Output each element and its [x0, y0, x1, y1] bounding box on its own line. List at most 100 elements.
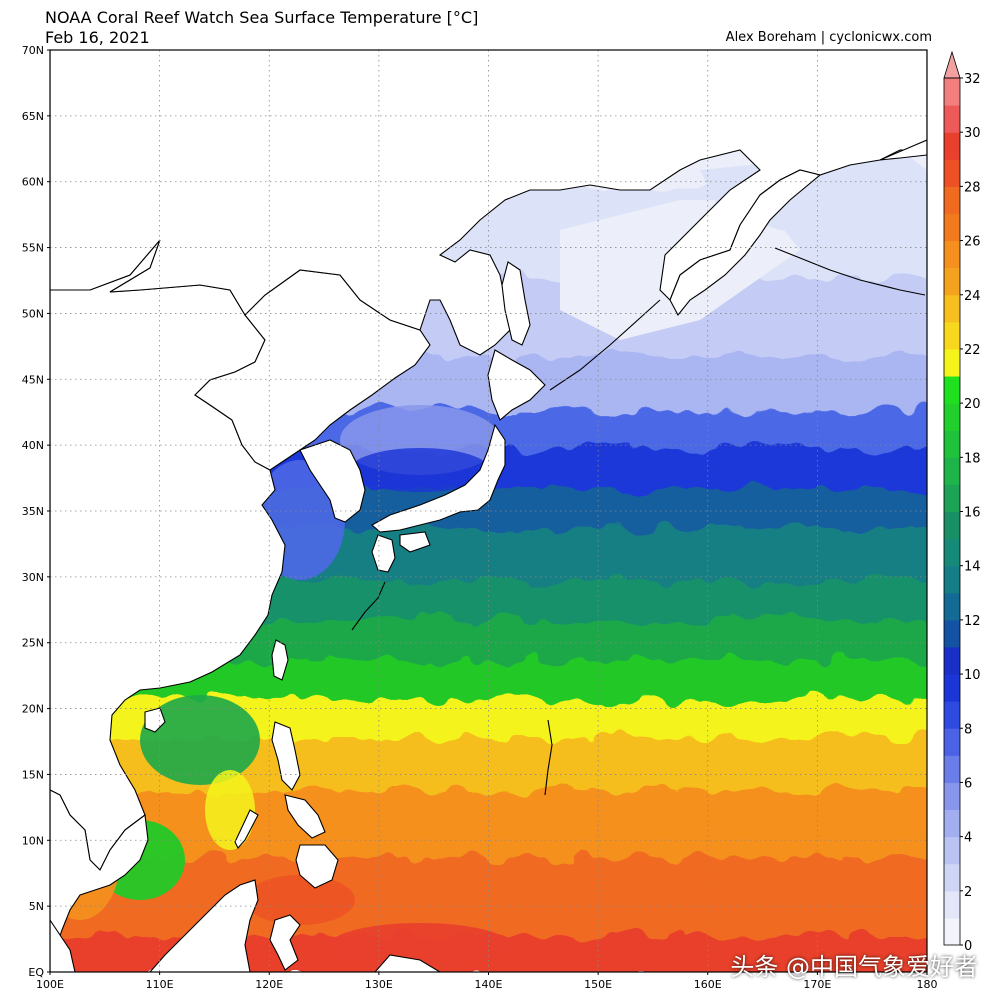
colorbar-segment	[944, 186, 960, 214]
lat-tick-label: 40N	[22, 439, 44, 452]
latitude-labels: 70N 65N 60N 55N 50N 45N 40N 35N 30N 25N 20N 15N 10N 5…	[22, 44, 50, 979]
korea	[299, 439, 366, 523]
kuril-islands	[549, 299, 661, 391]
colorbar-segment	[944, 159, 960, 187]
colorbar-segment	[944, 511, 960, 540]
ryukyu-islands	[351, 581, 386, 631]
colorbar-segment	[944, 701, 960, 729]
lon-tick-label: 120E	[255, 978, 283, 991]
colorbar-segment	[944, 403, 960, 431]
colorbar-segment	[944, 836, 960, 865]
lat-tick-label: 70N	[22, 44, 44, 57]
colorbar-segment	[944, 267, 960, 296]
colorbar-tick-label: 30	[964, 126, 981, 141]
colorbar-segment	[944, 755, 960, 783]
lat-tick-label: 35N	[22, 505, 44, 518]
lat-tick-label: 30N	[22, 571, 44, 584]
lon-tick-label: 150E	[584, 978, 612, 991]
colorbar-segment	[944, 132, 960, 160]
sst-band	[50, 849, 927, 937]
colorbar-segment	[944, 484, 960, 512]
lat-tick-label: 60N	[22, 176, 44, 189]
lon-tick-label: 140E	[475, 978, 503, 991]
colorbar-extend-arrow	[943, 50, 961, 79]
sakhalin	[501, 261, 531, 346]
colorbar-segment	[944, 538, 960, 567]
malay-peninsula	[50, 919, 76, 972]
colorbar-tick-label: 0	[964, 939, 972, 954]
colorbar-segment	[944, 457, 960, 485]
colorbar-tick-label: 28	[964, 180, 981, 195]
colorbar-tick-label: 26	[964, 235, 981, 250]
colorbar-tick-label: 22	[964, 343, 981, 358]
kamchatka	[669, 169, 822, 316]
lon-tick-label: 170E	[803, 978, 831, 991]
honshu	[371, 423, 506, 533]
lat-tick-label: 5N	[29, 900, 44, 913]
colorbar-tick-label: 32	[964, 72, 981, 87]
colorbar-segment	[944, 294, 960, 323]
colorbar-segment	[944, 430, 960, 458]
colorbar-segment	[944, 105, 960, 133]
alaska	[879, 139, 927, 161]
south-china-sea-patch	[205, 770, 255, 850]
lon-tick-label: 130E	[365, 978, 393, 991]
watermark: 头条 @中国气象爱好者	[730, 953, 978, 981]
lat-tick-label: 10N	[22, 834, 44, 847]
colorbar-segment	[944, 619, 960, 648]
shikoku	[399, 531, 431, 553]
mariana-islands	[544, 719, 553, 796]
lat-tick-label: 65N	[22, 110, 44, 123]
lon-tick-label: 180	[917, 978, 938, 991]
luzon	[271, 721, 301, 791]
colorbar-segment	[944, 376, 960, 404]
sulawesi	[269, 914, 301, 971]
colorbar-tick-label: 16	[964, 506, 981, 521]
colorbar-tick-label: 6	[964, 776, 972, 791]
kyushu	[371, 534, 396, 573]
hokkaido	[487, 349, 546, 421]
colorbar-tick-label: 4	[964, 831, 972, 846]
colorbar-segment	[944, 348, 960, 377]
lat-tick-label: 15N	[22, 768, 44, 781]
lon-tick-label: 100E	[36, 978, 64, 991]
lat-tick-label: 55N	[22, 242, 44, 255]
lat-tick-label: 50N	[22, 307, 44, 320]
colorbar-segment	[944, 213, 960, 242]
lon-tick-label: 160E	[694, 978, 722, 991]
mindanao	[295, 844, 339, 889]
indochina	[50, 789, 149, 956]
longitude-labels: 100E 110E 120E 130E 140E 150E 160E 170E 180	[36, 972, 938, 991]
colorbar-segment	[944, 592, 960, 621]
borneo	[149, 879, 259, 972]
lat-tick-label: 20N	[22, 703, 44, 716]
colorbar-segment	[944, 674, 960, 702]
colorbar-tick-label: 2	[964, 885, 972, 900]
lat-tick-label: 45N	[22, 373, 44, 386]
colorbar-tick-label: 8	[964, 722, 972, 737]
warm-pool-patch	[330, 923, 510, 967]
colorbar-segment	[944, 728, 960, 756]
colorbar-tick-label: 24	[964, 289, 981, 304]
colorbar-tick-label: 10	[964, 668, 981, 683]
colorbar-tick-label: 14	[964, 560, 981, 575]
new-guinea	[374, 954, 442, 972]
colorbar-segment	[944, 890, 960, 919]
lon-tick-label: 110E	[146, 978, 174, 991]
lat-tick-label: EQ	[28, 966, 44, 979]
colorbar-tick-label: 18	[964, 451, 981, 466]
colorbar-tick-label: 20	[964, 397, 981, 412]
colorbar-segment	[944, 565, 960, 594]
chart-credit: Alex Boreham | cyclonicwx.com	[725, 30, 932, 45]
chart-title: NOAA Coral Reef Watch Sea Surface Temper…	[45, 8, 479, 27]
lat-tick-label: 25N	[22, 637, 44, 650]
sea-of-japan-patch	[350, 448, 490, 492]
colorbar-tick-label: 12	[964, 614, 981, 629]
colorbar-segment	[944, 321, 960, 350]
gridlines	[50, 50, 927, 972]
colorbar-segment	[944, 863, 960, 892]
palawan	[234, 809, 259, 849]
taiwan	[271, 639, 289, 681]
